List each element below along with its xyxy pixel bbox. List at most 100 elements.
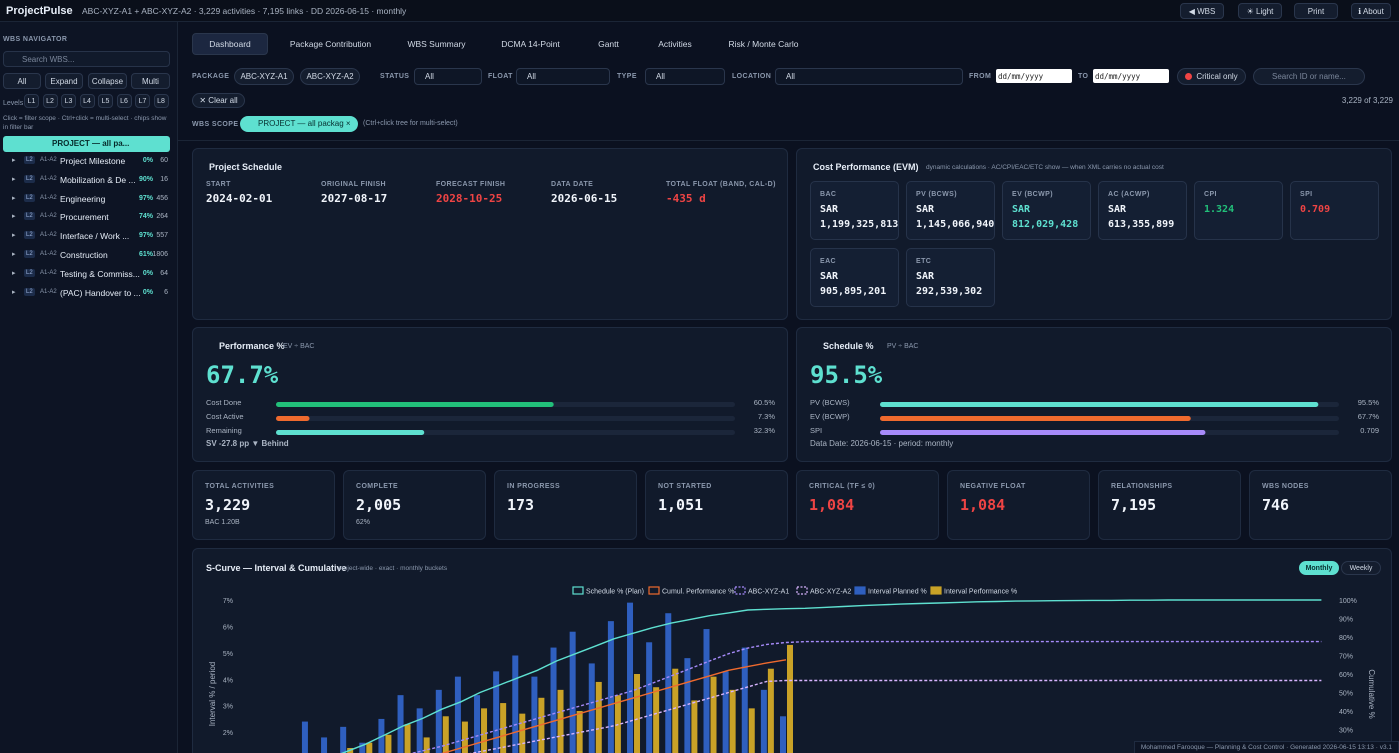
- legend-label: Interval Performance %: [944, 589, 1017, 596]
- top-button[interactable]: ☀ Light: [1238, 3, 1282, 19]
- bar: [588, 663, 595, 753]
- filter-select[interactable]: All: [645, 68, 725, 85]
- package-chip[interactable]: ABC-XYZ-A2: [300, 68, 360, 85]
- top-button[interactable]: ℹ About: [1351, 3, 1391, 19]
- field-value: 2026-06-15: [551, 192, 618, 205]
- to-date[interactable]: [1093, 69, 1169, 83]
- tree-count: 16: [160, 175, 168, 183]
- tree-caret: ▸: [12, 175, 16, 183]
- critical-toggle[interactable]: Critical only: [1177, 68, 1246, 85]
- level-button[interactable]: L6: [116, 94, 132, 108]
- bar: [550, 647, 557, 753]
- sidebar-button[interactable]: Expand: [45, 73, 83, 89]
- filter-value: All: [786, 72, 795, 81]
- line: [340, 599, 1322, 753]
- tree-name[interactable]: Engineering: [60, 193, 106, 204]
- tree-name[interactable]: Interface / Work ...: [60, 231, 130, 242]
- field-label: ORIGINAL FINISH: [321, 181, 386, 188]
- field-label: START: [206, 181, 231, 188]
- bar: [519, 713, 526, 753]
- tree-name[interactable]: Procurement: [60, 212, 109, 223]
- sidebar-button[interactable]: All: [3, 73, 41, 89]
- legend-swatch: [572, 586, 584, 595]
- legend-swatch: [648, 586, 660, 595]
- activity-search-placeholder: Search ID or name...: [1272, 72, 1346, 81]
- period-toggle[interactable]: Weekly: [1341, 561, 1381, 575]
- level-button[interactable]: L8: [153, 94, 169, 108]
- logo: ProjectPulse: [6, 5, 73, 17]
- bar: [397, 695, 404, 753]
- tab[interactable]: DCMA 14-Point: [501, 39, 560, 49]
- evm-label: EAC: [820, 258, 836, 265]
- tab[interactable]: Package Contribution: [289, 39, 372, 49]
- bar-value: 60.5%: [754, 398, 776, 407]
- y2-tick-label: 90%: [1339, 617, 1353, 624]
- s-curve-card: S-Curve — Interval & Cumulative project-w…: [192, 548, 1392, 753]
- level-button[interactable]: L5: [98, 94, 113, 108]
- kpi-card: RELATIONSHIPS 7,195: [1098, 470, 1241, 540]
- tree-level: L2: [24, 193, 35, 202]
- clear-all[interactable]: ✕ Clear all: [192, 93, 245, 108]
- tree-code: A1-A2: [40, 288, 57, 295]
- tab[interactable]: Activities: [658, 39, 692, 49]
- bar: [276, 430, 425, 435]
- tab[interactable]: Dashboard: [192, 33, 268, 55]
- sidebar-button[interactable]: Collapse: [88, 73, 127, 89]
- package-chip[interactable]: ABC-XYZ-A1: [234, 68, 294, 85]
- tree-level: L2: [24, 287, 35, 296]
- tree-name[interactable]: Mobilization & De ...: [60, 174, 136, 185]
- kpi-value: 1,051: [658, 496, 704, 514]
- kpi-label: WBS NODES: [1262, 483, 1309, 490]
- level-button[interactable]: L2: [42, 94, 58, 108]
- tree-name[interactable]: Testing & Commiss...: [60, 268, 140, 279]
- y2-tick-label: 30%: [1339, 728, 1353, 735]
- filter-value: All: [656, 72, 665, 81]
- bar: [512, 655, 519, 753]
- tree-code: A1-A2: [40, 251, 57, 257]
- top-button[interactable]: Print: [1294, 3, 1338, 19]
- filter-select[interactable]: All: [775, 68, 963, 85]
- level-button[interactable]: L7: [135, 94, 150, 108]
- y2-tick-label: 80%: [1339, 635, 1353, 642]
- top-button[interactable]: ◀ WBS: [1180, 3, 1224, 19]
- bar: [557, 689, 564, 753]
- tree-code: A1-A2: [40, 175, 57, 182]
- filter-select[interactable]: All: [414, 68, 482, 85]
- bar: [634, 674, 641, 753]
- bar: [780, 716, 786, 753]
- card-title: Cost Performance (EVM): [813, 162, 919, 172]
- from-date[interactable]: [996, 69, 1072, 83]
- evm-value: 292,539,302: [916, 286, 983, 297]
- evm-unit: SAR: [820, 204, 839, 215]
- field-value: -435 d: [666, 192, 706, 205]
- card-subtitle: PV ÷ BAC: [887, 343, 919, 350]
- bar-list: PV (BCWS) 95.5% EV (BCWP) 67.7% SPI 0.709: [810, 398, 1379, 435]
- activity-search[interactable]: Search ID or name...: [1253, 68, 1365, 85]
- bar: [741, 647, 748, 753]
- tree-root[interactable]: [3, 136, 170, 152]
- kpi-value: 746: [1262, 496, 1290, 514]
- tree-name[interactable]: (PAC) Handover to ...: [60, 287, 141, 298]
- evm-cell: EV (BCWP) SAR 812,029,428: [1002, 181, 1091, 240]
- filter-select[interactable]: All: [516, 68, 610, 85]
- bar: [691, 700, 698, 753]
- card-subtitle: project-wide · exact · monthly buckets: [338, 565, 448, 572]
- level-button[interactable]: L4: [79, 94, 95, 108]
- scope-chip[interactable]: PROJECT — all packag ×: [240, 116, 358, 132]
- tab[interactable]: WBS Summary: [407, 39, 466, 49]
- legend-swatch: [854, 586, 866, 595]
- level-button[interactable]: L3: [61, 94, 76, 108]
- level-button[interactable]: L1: [24, 94, 39, 108]
- sidebar-button[interactable]: Multi: [131, 73, 170, 89]
- tree-count: 1806: [152, 251, 168, 258]
- tree-caret: ▸: [12, 157, 16, 164]
- tree-count: 64: [160, 269, 168, 277]
- tab[interactable]: Risk / Monte Carlo: [728, 39, 799, 49]
- period-toggle[interactable]: Monthly: [1299, 561, 1339, 575]
- tree-name[interactable]: Project Milestone: [60, 156, 126, 166]
- y2-tick-label: 60%: [1339, 672, 1353, 679]
- tab[interactable]: Gantt: [598, 39, 619, 49]
- evm-label: CPI: [1204, 191, 1217, 198]
- wbs-search[interactable]: [3, 51, 170, 67]
- tree-name[interactable]: Construction: [60, 250, 108, 260]
